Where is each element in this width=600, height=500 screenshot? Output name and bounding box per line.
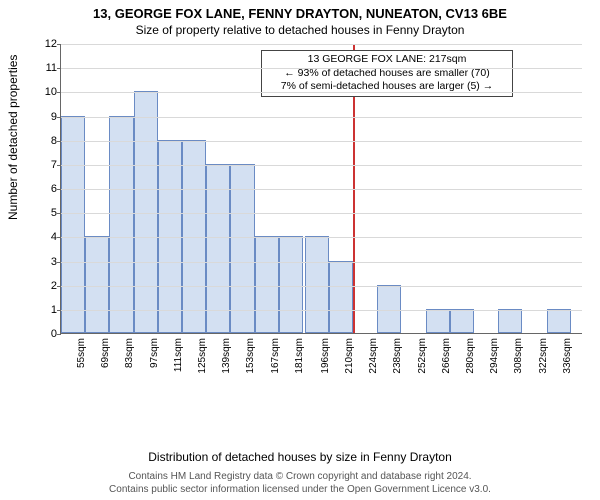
footer-attribution: Contains HM Land Registry data © Crown c…	[0, 470, 600, 496]
y-tick-label: 10	[39, 86, 57, 98]
y-tick-mark	[57, 92, 61, 93]
y-tick-label: 7	[39, 159, 57, 171]
x-tick-label: 55sqm	[76, 338, 87, 388]
x-tick-label: 97sqm	[149, 338, 160, 388]
y-tick-label: 11	[39, 62, 57, 74]
chart-title-main: 13, GEORGE FOX LANE, FENNY DRAYTON, NUNE…	[0, 0, 600, 21]
x-tick-label: 111sqm	[173, 338, 184, 388]
grid-line	[61, 165, 582, 166]
y-tick-label: 8	[39, 135, 57, 147]
x-tick-label: 280sqm	[465, 338, 476, 388]
grid-line	[61, 310, 582, 311]
grid-line	[61, 141, 582, 142]
histogram-bar	[61, 116, 85, 334]
histogram-bar	[426, 309, 450, 333]
chart-area: 13 GEORGE FOX LANE: 217sqm← 93% of detac…	[36, 44, 582, 396]
grid-line	[61, 68, 582, 69]
y-tick-label: 3	[39, 256, 57, 268]
y-tick-mark	[57, 117, 61, 118]
y-tick-mark	[57, 141, 61, 142]
y-tick-mark	[57, 44, 61, 45]
x-tick-label: 167sqm	[270, 338, 281, 388]
chart-title-sub: Size of property relative to detached ho…	[0, 21, 600, 37]
histogram-bar	[182, 140, 206, 333]
y-tick-label: 2	[39, 280, 57, 292]
y-tick-label: 12	[39, 38, 57, 50]
grid-line	[61, 117, 582, 118]
y-tick-label: 9	[39, 111, 57, 123]
y-tick-mark	[57, 237, 61, 238]
x-tick-label: 252sqm	[417, 338, 428, 388]
annotation-line: 13 GEORGE FOX LANE: 217sqm	[268, 53, 506, 67]
x-tick-label: 83sqm	[124, 338, 135, 388]
grid-line	[61, 262, 582, 263]
y-tick-mark	[57, 189, 61, 190]
x-tick-label: 139sqm	[221, 338, 232, 388]
histogram-bar	[450, 309, 474, 333]
x-tick-label: 238sqm	[392, 338, 403, 388]
x-tick-label: 322sqm	[538, 338, 549, 388]
y-tick-label: 6	[39, 183, 57, 195]
x-tick-label: 308sqm	[513, 338, 524, 388]
x-tick-label: 294sqm	[489, 338, 500, 388]
histogram-bar	[498, 309, 522, 333]
grid-line	[61, 213, 582, 214]
grid-line	[61, 44, 582, 45]
x-tick-label: 210sqm	[344, 338, 355, 388]
annotation-box: 13 GEORGE FOX LANE: 217sqm← 93% of detac…	[261, 50, 513, 97]
x-axis-label: Distribution of detached houses by size …	[0, 450, 600, 464]
x-tick-label: 125sqm	[197, 338, 208, 388]
x-tick-label: 224sqm	[368, 338, 379, 388]
y-tick-mark	[57, 286, 61, 287]
y-tick-label: 4	[39, 231, 57, 243]
footer-line-2: Contains public sector information licen…	[0, 483, 600, 496]
histogram-bar	[547, 309, 571, 333]
x-tick-label: 69sqm	[100, 338, 111, 388]
x-tick-label: 266sqm	[441, 338, 452, 388]
histogram-bar	[329, 261, 353, 334]
y-tick-label: 1	[39, 304, 57, 316]
grid-line	[61, 286, 582, 287]
y-tick-mark	[57, 165, 61, 166]
grid-line	[61, 92, 582, 93]
footer-line-1: Contains HM Land Registry data © Crown c…	[0, 470, 600, 483]
x-tick-label: 196sqm	[320, 338, 331, 388]
histogram-bar	[377, 285, 401, 333]
y-tick-label: 0	[39, 328, 57, 340]
y-tick-mark	[57, 68, 61, 69]
plot-area: 13 GEORGE FOX LANE: 217sqm← 93% of detac…	[60, 44, 582, 334]
grid-line	[61, 237, 582, 238]
y-tick-mark	[57, 334, 61, 335]
grid-line	[61, 189, 582, 190]
y-axis-label: Number of detached properties	[6, 55, 20, 220]
y-tick-mark	[57, 262, 61, 263]
y-tick-mark	[57, 310, 61, 311]
y-tick-mark	[57, 213, 61, 214]
histogram-bar	[109, 116, 133, 334]
y-tick-label: 5	[39, 207, 57, 219]
x-tick-label: 181sqm	[294, 338, 305, 388]
x-tick-label: 336sqm	[562, 338, 573, 388]
histogram-bar	[158, 140, 182, 333]
x-tick-label: 153sqm	[245, 338, 256, 388]
